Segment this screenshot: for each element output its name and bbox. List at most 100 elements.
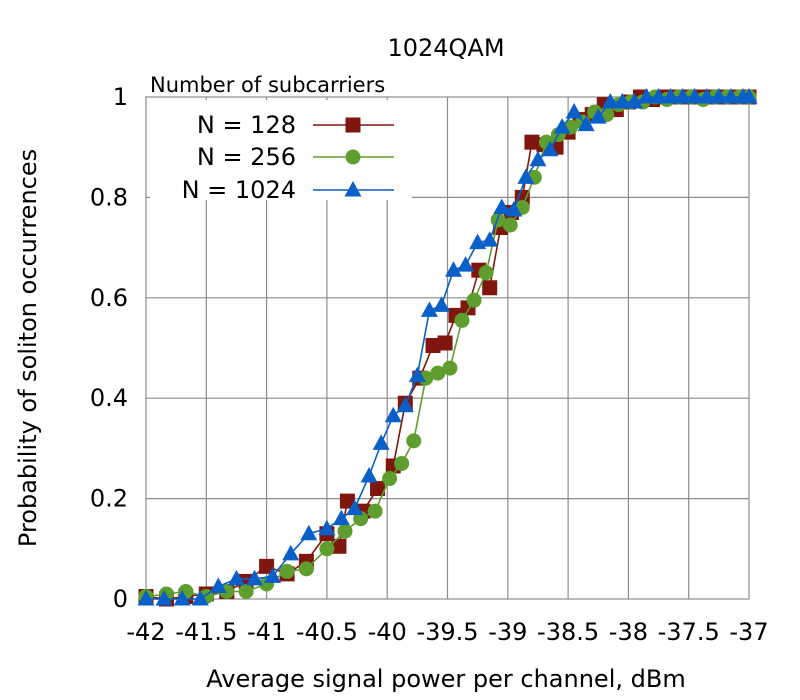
x-tick-label: -37.5 xyxy=(658,618,720,646)
data-point xyxy=(613,93,631,109)
data-point xyxy=(382,471,398,487)
x-tick-label: -40 xyxy=(368,618,407,646)
data-point xyxy=(264,567,282,583)
y-tick-label: 0.8 xyxy=(90,183,128,211)
x-tick-label: -41 xyxy=(247,618,286,646)
data-point xyxy=(662,88,680,104)
data-point xyxy=(577,115,595,132)
data-point xyxy=(722,88,740,104)
x-axis-label: Average signal power per channel, dBm xyxy=(206,665,685,693)
series-triangle xyxy=(137,88,758,606)
data-point xyxy=(454,312,470,328)
data-point xyxy=(425,337,441,353)
x-axis-ticks: -42 -41.5 -41 -40.5 -40 -39.5 -39 -38.5 -38 -37.5… xyxy=(126,618,768,646)
x-tick-label: -38.5 xyxy=(537,618,599,646)
legend-label: N = 256 xyxy=(197,143,296,171)
data-point xyxy=(686,88,704,104)
data-point xyxy=(279,563,295,579)
legend-label: N = 1024 xyxy=(182,176,296,204)
data-point xyxy=(432,296,450,312)
data-point xyxy=(298,561,314,577)
legend-marker xyxy=(344,181,362,197)
x-tick-label: -37 xyxy=(729,618,768,646)
data-point xyxy=(601,93,619,109)
data-point xyxy=(430,365,446,381)
data-point xyxy=(482,280,498,296)
plot-frame xyxy=(145,96,750,600)
legend-background xyxy=(150,100,412,200)
chart-title: 1024QAM xyxy=(387,34,504,62)
y-tick-label: 0.2 xyxy=(90,485,128,513)
data-point xyxy=(637,88,655,104)
data-point xyxy=(589,108,607,124)
x-tick-label: -39.5 xyxy=(416,618,478,646)
data-point xyxy=(469,233,487,250)
data-point xyxy=(332,509,350,526)
data-point xyxy=(490,212,506,228)
x-tick-label: -40.5 xyxy=(296,618,358,646)
data-point xyxy=(457,256,475,272)
data-point xyxy=(259,558,275,574)
data-point xyxy=(674,88,692,104)
data-point xyxy=(437,335,453,351)
legend-marker xyxy=(345,149,361,165)
data-point xyxy=(300,524,318,541)
series-line xyxy=(146,96,749,600)
x-tick-label: -41.5 xyxy=(175,618,237,646)
data-point xyxy=(445,261,463,277)
data-point xyxy=(209,577,227,593)
data-point xyxy=(420,301,438,317)
data-point xyxy=(155,590,173,606)
data-point xyxy=(698,88,716,104)
data-point xyxy=(442,360,458,376)
data-point xyxy=(370,481,386,497)
x-tick-label: -42 xyxy=(126,618,165,646)
data-point xyxy=(553,118,571,134)
data-point xyxy=(524,134,540,150)
data-point xyxy=(372,434,390,450)
data-point xyxy=(318,519,336,536)
data-point xyxy=(396,396,414,413)
data-point xyxy=(740,88,758,104)
data-point xyxy=(319,541,335,557)
data-point xyxy=(650,88,668,104)
x-tick-label: -39 xyxy=(488,618,527,646)
data-point xyxy=(384,406,402,423)
y-tick-label: 1 xyxy=(113,83,128,111)
data-point xyxy=(367,503,383,519)
data-point xyxy=(137,590,155,606)
data-point xyxy=(625,93,643,109)
y-axis-ticks: 0 0.2 0.4 0.6 0.8 1 xyxy=(90,83,128,613)
data-point xyxy=(191,590,209,606)
y-tick-label: 0.6 xyxy=(90,284,128,312)
data-point xyxy=(406,433,422,449)
data-point xyxy=(466,292,482,308)
legend-title: Number of subcarriers xyxy=(150,73,385,97)
legend-label: N = 128 xyxy=(197,111,296,139)
data-point xyxy=(478,265,494,281)
data-point xyxy=(529,150,547,167)
legend-marker xyxy=(345,117,361,133)
data-point xyxy=(493,198,511,214)
data-point xyxy=(505,200,523,217)
data-point xyxy=(238,583,254,599)
series-layer xyxy=(137,88,758,607)
data-point xyxy=(502,217,518,233)
data-point xyxy=(517,168,535,184)
data-point xyxy=(331,538,347,554)
legend-entries: N = 128 N = 256 N = 1024 xyxy=(182,111,394,204)
data-point xyxy=(282,544,300,561)
data-point xyxy=(337,523,353,539)
y-tick-label: 0.4 xyxy=(90,384,128,412)
data-point xyxy=(246,569,264,586)
data-point xyxy=(394,455,410,471)
y-axis-label: Probability of soliton occurrences xyxy=(14,149,42,547)
data-point xyxy=(360,467,378,483)
data-point xyxy=(346,499,364,516)
data-point xyxy=(481,231,499,247)
y-tick-label: 0 xyxy=(113,585,128,613)
data-point xyxy=(408,366,426,383)
data-point xyxy=(339,493,355,509)
